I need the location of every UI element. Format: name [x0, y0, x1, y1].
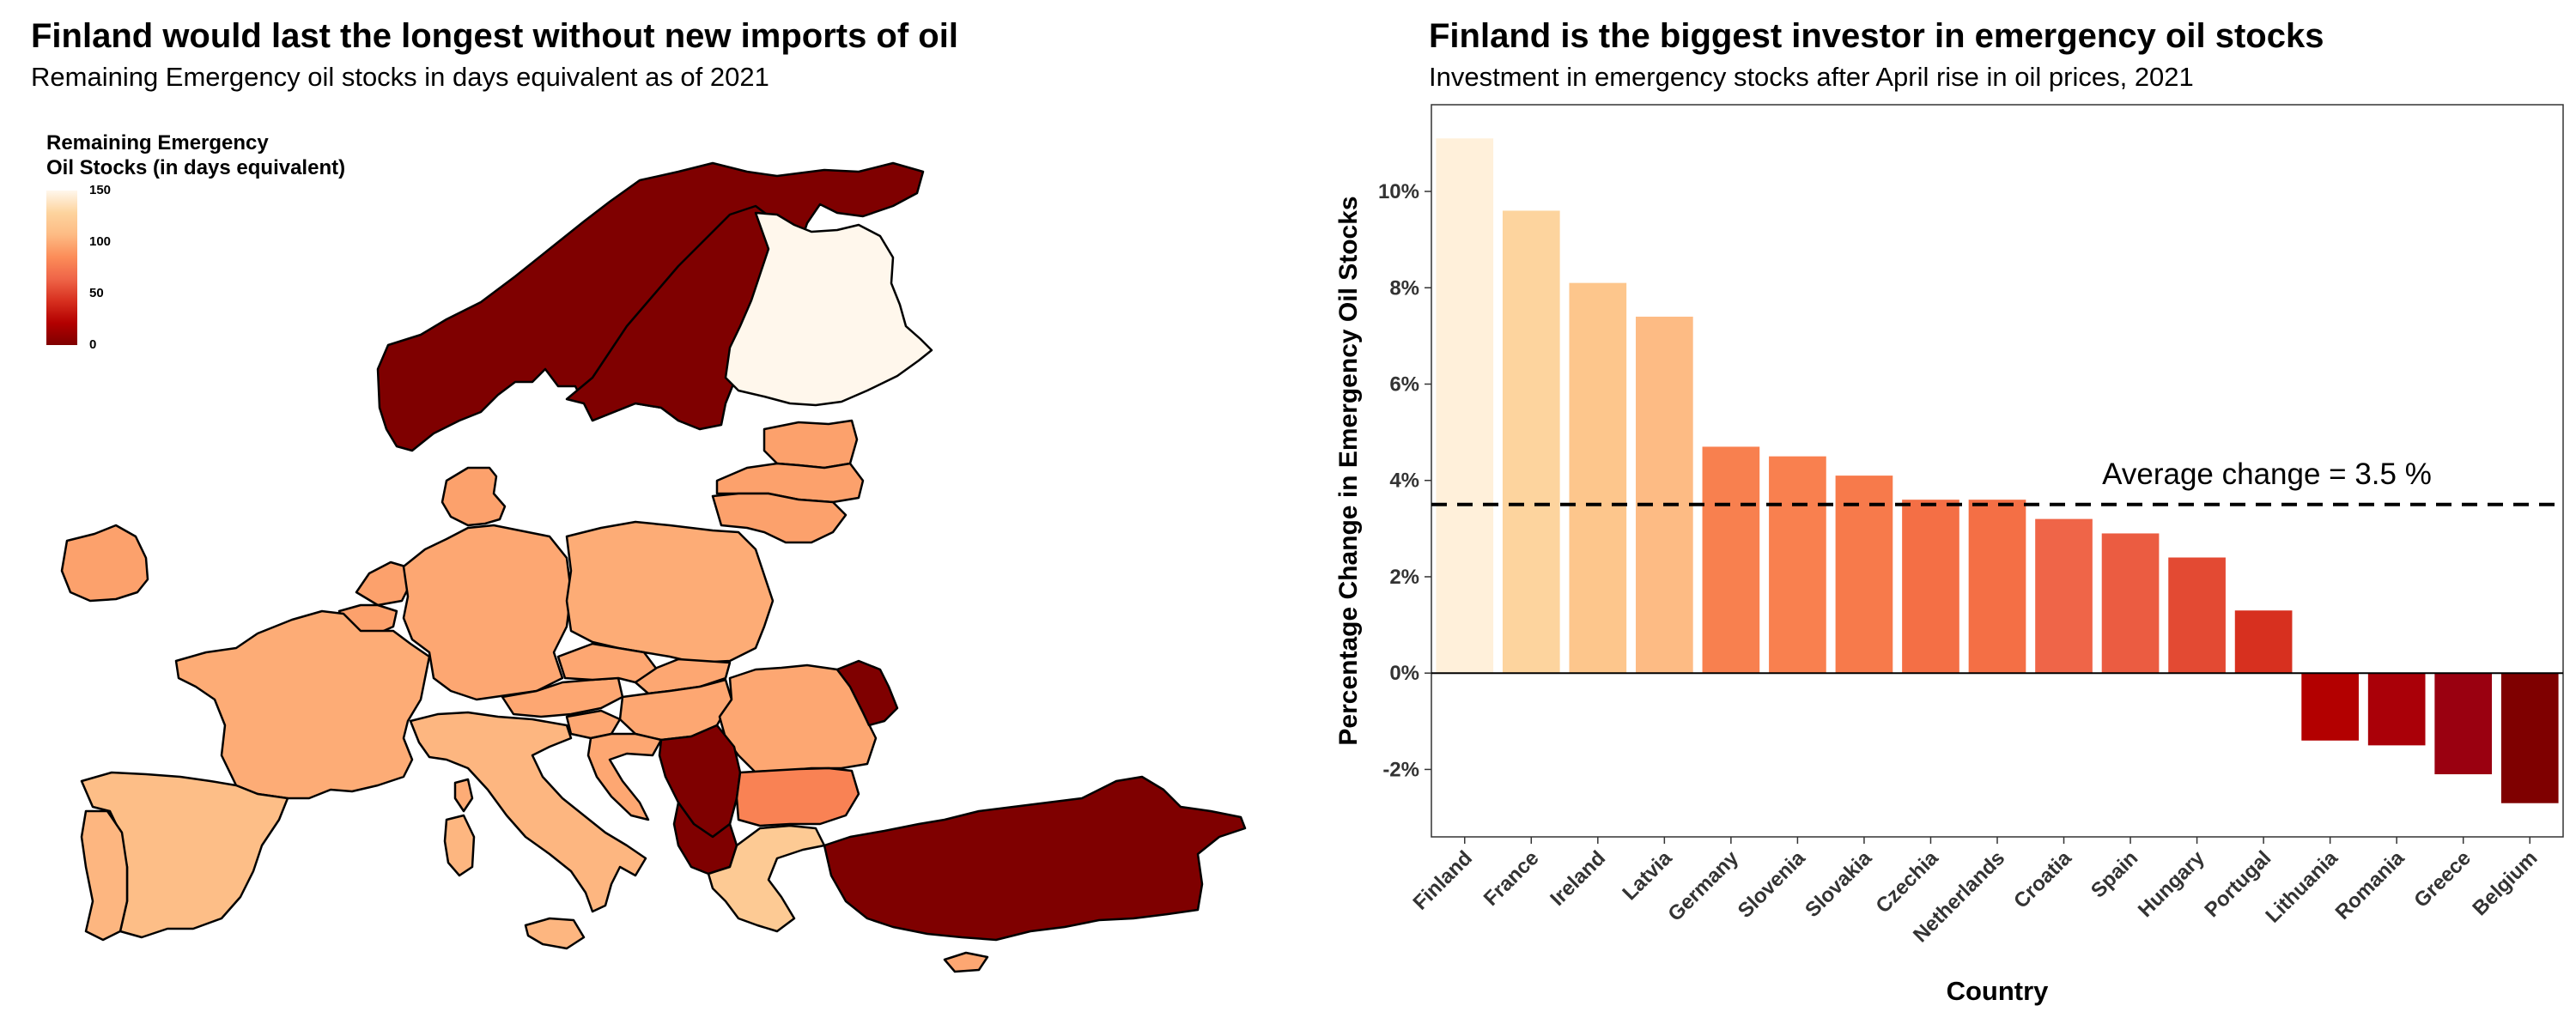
bar-chart-title: Finland is the biggest investor in emerg…	[1429, 17, 2324, 55]
x-tick-label: Belgium	[2468, 846, 2542, 920]
region-moldova[interactable]	[835, 659, 899, 727]
bar-ireland	[1569, 282, 1627, 674]
bar-portugal	[2234, 610, 2293, 674]
region-corsica[interactable]	[453, 778, 474, 813]
map-legend-tick: 50	[89, 286, 104, 300]
y-tick-label: -2%	[1382, 758, 1419, 781]
region-cyprus[interactable]	[943, 951, 989, 973]
bar-hungary	[2168, 557, 2226, 674]
bar-slovakia	[1835, 476, 1893, 674]
map-legend-title: Remaining Emergency Oil Stocks (in days …	[46, 130, 345, 180]
bar-greece	[2434, 673, 2493, 775]
region-portugal[interactable]	[80, 809, 129, 942]
y-axis-title: Percentage Change in Emergency Oil Stock…	[1334, 196, 1363, 745]
bar-romania	[2367, 673, 2426, 746]
bar-spain	[2101, 533, 2160, 674]
bar-lithuania	[2301, 673, 2359, 741]
map-subtitle: Remaining Emergency oil stocks in days e…	[31, 62, 769, 92]
region-croatia[interactable]	[586, 732, 663, 821]
region-estonia[interactable]	[762, 419, 859, 470]
region-sardinia[interactable]	[443, 814, 476, 877]
region-bulgaria[interactable]	[735, 766, 860, 827]
y-tick-label: 2%	[1389, 566, 1419, 589]
y-tick-label: 6%	[1389, 373, 1419, 396]
region-ireland[interactable]	[60, 524, 149, 603]
map-legend-tick: 0	[89, 337, 97, 352]
average-reference-label: Average change = 3.5 %	[2102, 457, 2432, 491]
region-lithuania[interactable]	[711, 492, 848, 544]
map-title: Finland would last the longest without n…	[31, 17, 958, 55]
region-italy[interactable]	[409, 711, 647, 913]
bar-france	[1502, 210, 1560, 674]
x-tick-label: Spain	[2087, 846, 2142, 902]
bar-latvia	[1636, 316, 1693, 674]
region-finland[interactable]	[724, 211, 933, 407]
y-tick-label: 10%	[1378, 180, 1419, 203]
x-tick-label: Ireland	[1546, 846, 1610, 911]
region-poland[interactable]	[565, 520, 775, 664]
region-france[interactable]	[174, 609, 431, 800]
bar-czechia	[1902, 500, 1959, 674]
x-tick-label: Greece	[2409, 846, 2476, 912]
y-tick-label: 0%	[1389, 662, 1419, 685]
x-tick-label: Germany	[1663, 846, 1743, 926]
x-tick-label: Lithuania	[2261, 846, 2342, 928]
x-tick-label: Croatia	[2009, 846, 2076, 913]
bar-germany	[1702, 446, 1760, 674]
map-legend-tick: 100	[89, 234, 112, 249]
x-axis-title: Country	[1947, 976, 2050, 1006]
region-turkey[interactable]	[823, 775, 1247, 942]
bar-netherlands	[1968, 500, 2026, 674]
region-greece[interactable]	[707, 824, 826, 933]
region-netherlands[interactable]	[355, 560, 412, 607]
region-serbia[interactable]	[658, 724, 742, 839]
bar-chart-subtitle: Investment in emergency stocks after Apr…	[1429, 62, 2194, 92]
region-germany[interactable]	[402, 524, 573, 701]
x-tick-label: Romania	[2331, 846, 2409, 924]
x-tick-label: Slovakia	[1801, 846, 1876, 922]
bar-finland	[1436, 138, 1494, 674]
map-legend-colorbar	[46, 191, 77, 345]
x-tick-label: Latvia	[1618, 846, 1677, 906]
bar-belgium	[2500, 673, 2559, 803]
region-sicily[interactable]	[524, 917, 586, 950]
map-legend-title-line1: Remaining Emergency	[46, 131, 269, 154]
region-denmark[interactable]	[440, 466, 507, 527]
x-tick-label: Hungary	[2134, 846, 2209, 922]
x-tick-label: Slovenia	[1734, 846, 1810, 923]
y-tick-label: 4%	[1389, 470, 1419, 493]
y-tick-label: 8%	[1389, 276, 1419, 300]
map-legend-title-line2: Oil Stocks (in days equivalent)	[46, 156, 346, 179]
bar-slovenia	[1769, 456, 1826, 674]
bar-chart: -2% 0% 2% 4% 6% 8% 10% Finland France Ireland Latv…	[1334, 104, 2564, 1006]
bar-croatia	[2035, 518, 2093, 674]
map-legend-tick: 150	[89, 183, 112, 197]
x-tick-label: Finland	[1409, 846, 1477, 914]
europe-map	[60, 161, 1247, 973]
x-tick-label: France	[1479, 846, 1544, 911]
